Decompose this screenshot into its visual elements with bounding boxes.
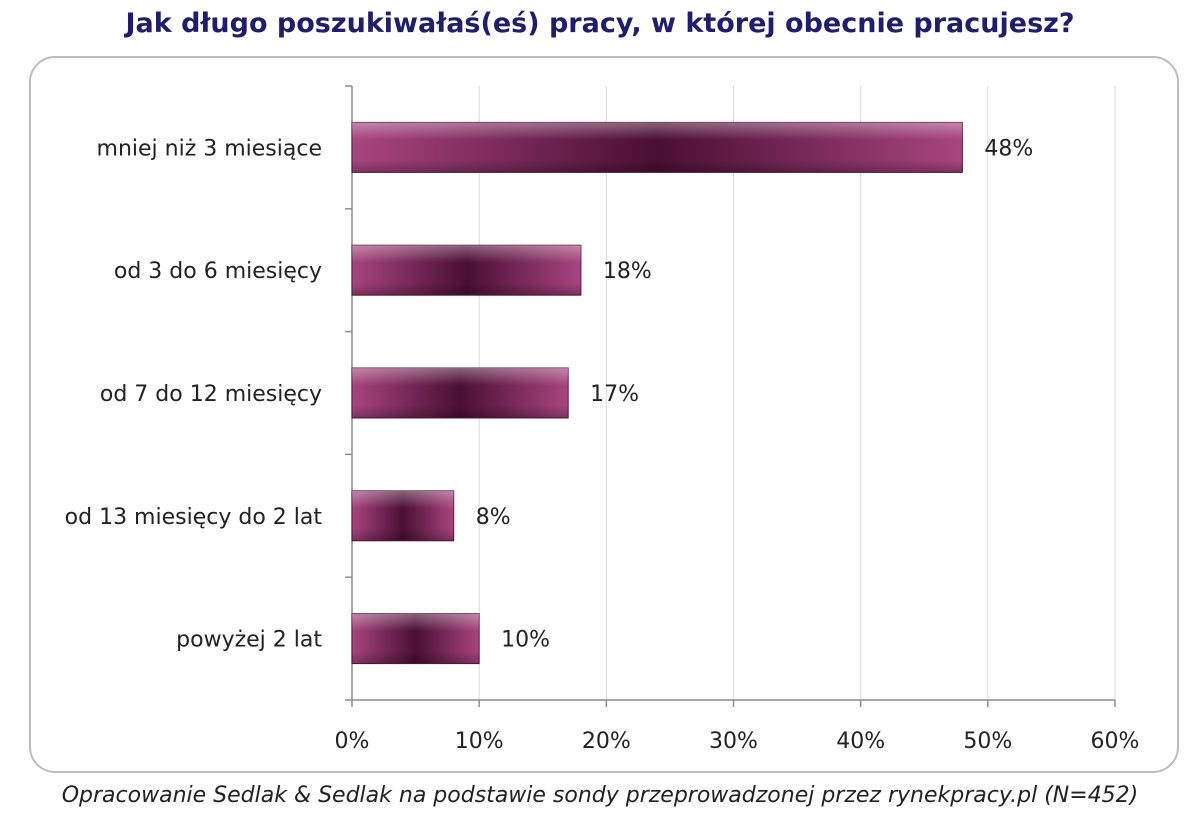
category-label: powyżej 2 lat — [176, 628, 322, 653]
x-tick-label: 30% — [709, 729, 758, 754]
category-label: od 3 do 6 miesięcy — [114, 259, 322, 284]
bar-gloss — [352, 368, 569, 418]
category-label: mniej niż 3 miesiące — [97, 136, 322, 161]
value-label: 48% — [984, 136, 1033, 161]
x-tick-label: 10% — [455, 729, 504, 754]
chart-title: Jak długo poszukiwałaś(eś) pracy, w któr… — [125, 8, 1075, 39]
x-tick-label: 0% — [335, 729, 370, 754]
value-label: 8% — [476, 505, 511, 530]
x-tick-label: 60% — [1091, 729, 1140, 754]
x-tick-label: 40% — [836, 729, 885, 754]
bar-gloss — [352, 122, 963, 173]
bar-gloss — [352, 245, 581, 296]
x-tick-label: 50% — [963, 729, 1012, 754]
bar-gloss — [352, 613, 480, 664]
value-label: 18% — [603, 259, 652, 284]
value-label: 17% — [590, 382, 639, 407]
category-label: od 7 do 12 miesięcy — [100, 382, 322, 407]
bar-gloss — [352, 490, 454, 541]
value-label: 10% — [501, 628, 550, 653]
footnote: Opracowanie Sedlak & Sedlak na podstawie… — [61, 783, 1139, 808]
x-tick-label: 20% — [582, 729, 631, 754]
category-label: od 13 miesięcy do 2 lat — [65, 505, 323, 530]
